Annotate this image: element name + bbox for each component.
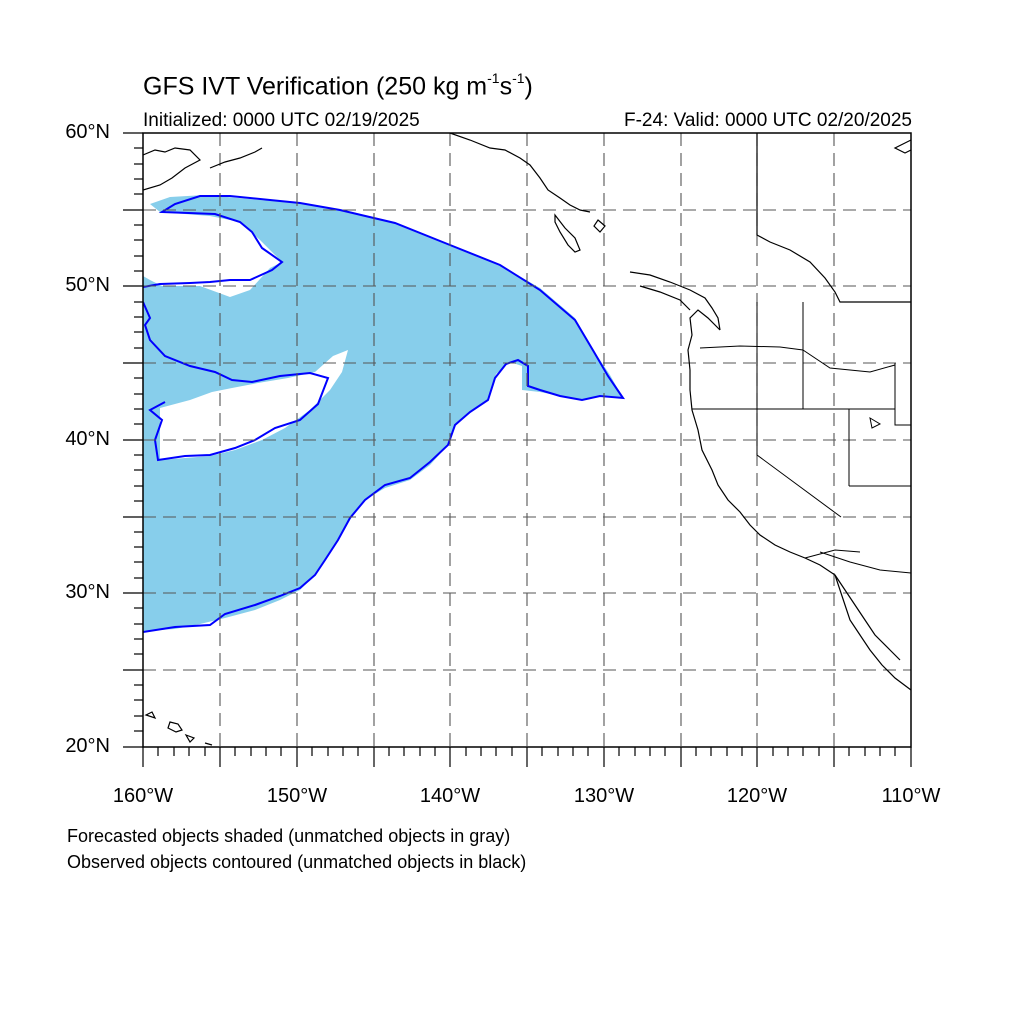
lon-label-130w: 130°W: [573, 785, 635, 807]
coastlines: [143, 133, 911, 746]
caption-observed: Observed objects contoured (unmatched ob…: [67, 852, 527, 872]
lat-label-30n: 30°N: [65, 581, 110, 603]
lat-label-40n: 40°N: [65, 428, 110, 450]
valid-time: F-24: Valid: 0000 UTC 02/20/2025: [624, 110, 912, 131]
grid-lines: [143, 133, 911, 747]
lon-label-150w: 150°W: [266, 785, 328, 807]
forecast-ivt-object: [143, 195, 623, 631]
initialized-time: Initialized: 0000 UTC 02/19/2025: [143, 110, 420, 131]
observed-ivt-contour-inner: [143, 301, 330, 462]
lat-label-60n: 60°N: [65, 121, 110, 143]
lon-label-120w: 120°W: [726, 785, 788, 807]
lon-label-110w: 110°W: [881, 785, 941, 807]
lat-label-50n: 50°N: [65, 274, 110, 296]
axis-ticks: [123, 132, 912, 767]
lat-label-20n: 20°N: [65, 735, 110, 757]
lon-label-160w: 160°W: [112, 785, 174, 807]
state-boundaries: [692, 302, 911, 574]
caption-forecast: Forecasted objects shaded (unmatched obj…: [67, 826, 511, 846]
lon-label-140w: 140°W: [419, 785, 481, 807]
chart-title: GFS IVT Verification (250 kg m-1s-1): [143, 70, 533, 101]
observed-ivt-contour: [143, 195, 626, 633]
